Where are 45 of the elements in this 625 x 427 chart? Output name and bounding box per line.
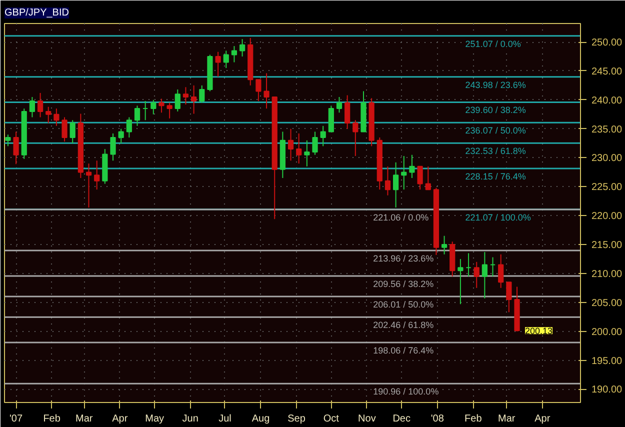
ref-line-label: 232.53 / 61.8% xyxy=(465,146,526,156)
ref-line-label: 236.07 / 50.0% xyxy=(465,126,526,136)
y-tick-label: 230.00 xyxy=(592,153,623,164)
y-tick-label: 195.00 xyxy=(592,356,623,367)
x-tick-label: Mar xyxy=(498,414,516,424)
y-tick-label: 210.00 xyxy=(592,268,623,280)
ref-line-label: 209.56 / 38.2% xyxy=(373,279,434,290)
x-tick-label: Sep xyxy=(288,414,306,424)
x-tick-label: '07 xyxy=(10,414,23,424)
x-tick-label: Mar xyxy=(76,414,94,424)
y-tick-label: 200.00 xyxy=(592,326,623,338)
y-tick-label: 240.00 xyxy=(592,95,623,106)
x-tick-label: Dec xyxy=(392,414,410,424)
ref-line-label: 202.46 / 61.8% xyxy=(373,320,434,330)
y-tick-label: 215.00 xyxy=(592,240,623,252)
y-tick-label: 220.00 xyxy=(592,211,623,222)
y-tick-label: 190.00 xyxy=(592,384,623,396)
x-tick-label: May xyxy=(145,414,164,424)
x-tick-label: '08 xyxy=(430,414,444,424)
annotation: 200.13 xyxy=(525,326,553,336)
x-tick-label: Apr xyxy=(112,414,128,424)
ref-line-label: 206.01 / 50.0% xyxy=(373,300,434,310)
x-tick-label: Oct xyxy=(323,414,340,424)
x-tick-label: Aug xyxy=(252,414,270,424)
ref-line-label: 198.06 / 76.4% xyxy=(373,346,434,356)
ref-line-label: 243.98 / 23.6% xyxy=(465,80,526,90)
ref-line-label: 228.15 / 76.4% xyxy=(465,171,526,182)
x-tick-label: Nov xyxy=(358,414,376,424)
ref-line-label: 239.60 / 38.2% xyxy=(465,105,526,116)
y-tick-label: 205.00 xyxy=(592,298,623,309)
ref-line-label: 221.07 / 100.0% xyxy=(465,212,531,222)
x-tick-label: Feb xyxy=(43,414,61,424)
ref-line-label: 251.07 / 0.0% xyxy=(465,38,521,49)
ref-line-label: 190.96 / 100.0% xyxy=(373,386,439,397)
x-tick-label: Feb xyxy=(464,414,482,424)
y-tick-label: 250.00 xyxy=(592,38,623,49)
x-tick-label: Jun xyxy=(182,414,198,424)
y-tick-label: 225.00 xyxy=(592,182,623,194)
x-tick-label: Apr xyxy=(534,414,551,424)
ref-line-label: 221.06 / 0.0% xyxy=(373,212,429,222)
x-tick-label: Jul xyxy=(218,414,232,424)
y-tick-label: 235.00 xyxy=(592,124,623,136)
y-tick-label: 245.00 xyxy=(592,66,623,78)
chart-title: GBP/JPY_BID xyxy=(4,8,69,18)
ref-line-label: 213.96 / 23.6% xyxy=(373,254,434,264)
